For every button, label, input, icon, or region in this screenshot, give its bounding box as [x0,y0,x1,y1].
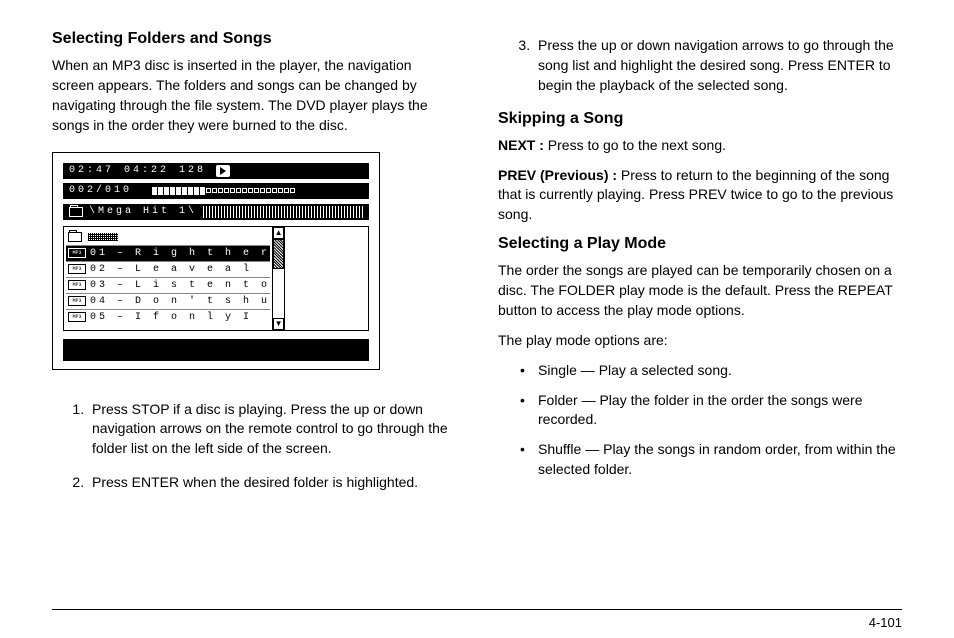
mp3-nav-screenshot: 02:47 04:22 128 002/010 \Mega Hit 1\ [52,152,380,370]
bitrate: 128 [179,165,206,176]
mp3-badge-icon: MP3 [68,280,86,290]
next-label: NEXT : [498,137,544,153]
song-text: 02 – L e a v e a l [90,264,252,275]
heading-play-mode: Selecting a Play Mode [498,235,902,253]
right-column: Press the up or down navigation arrows t… [498,30,902,507]
song-row: MP3 03 – L i s t e n t o [66,277,270,293]
song-text: 05 – I f o n l y I [90,312,252,323]
mp3-badge-icon: MP3 [68,264,86,274]
step-2: Press ENTER when the desired folder is h… [88,473,456,493]
play-icon [216,165,230,177]
folder-path-text: \Mega Hit 1\ [89,206,197,217]
path-hatch [203,206,363,218]
status-row-2: 002/010 [63,183,369,199]
step-3: Press the up or down navigation arrows t… [534,36,902,96]
folder-icon [69,207,83,217]
status-row-1: 02:47 04:22 128 [63,163,369,179]
song-text: 04 – D o n ' t s h u [90,296,270,307]
song-row: MP3 05 – I f o n l y I [66,309,270,325]
prev-paragraph: PREV (Previous) : Press to return to the… [498,166,902,226]
next-paragraph: NEXT : Press to go to the next song. [498,136,902,156]
song-text: 01 – R i g h t h e r [90,248,270,259]
song-row: MP3 01 – R i g h t h e r [66,245,270,261]
song-row: MP3 02 – L e a v e a l [66,261,270,277]
next-text: Press to go to the next song. [544,137,726,153]
mode-single: Single — Play a selected song. [516,361,902,381]
steps-list-right: Press the up or down navigation arrows t… [534,36,902,96]
mode-folder: Folder — Play the folder in the order th… [516,391,902,431]
footer-rule [52,609,902,610]
file-listing: MP3 01 – R i g h t h e r MP3 02 – L e a v e… [63,226,369,331]
scroll-track [273,239,284,318]
left-column: Selecting Folders and Songs When an MP3 … [52,30,456,507]
list-scrollbar: ▲ ▼ [272,227,284,330]
scroll-up-icon: ▲ [273,227,284,239]
scroll-down-icon: ▼ [273,318,284,330]
time-total: 04:22 [124,165,169,176]
time-elapsed: 02:47 [69,165,114,176]
mp3-badge-icon: MP3 [68,296,86,306]
level-meter [152,187,295,195]
folder-path-row: \Mega Hit 1\ [63,204,369,220]
heading-selecting-folders: Selecting Folders and Songs [52,30,456,48]
play-mode-lead: The play mode options are: [498,331,902,351]
mode-shuffle: Shuffle — Play the songs in random order… [516,440,902,480]
mp3-badge-icon: MP3 [68,248,86,258]
song-text: 03 – L i s t e n t o [90,280,270,291]
up-dots [88,233,118,241]
page-number: 4-101 [869,615,902,630]
mp3-badge-icon: MP3 [68,312,86,322]
song-row: MP3 04 – D o n ' t s h u [66,293,270,309]
play-mode-options: Single — Play a selected song. Folder — … [516,361,902,480]
detail-panel [284,227,368,330]
up-folder-icon [68,232,82,242]
bottom-bar [63,339,369,361]
prev-label: PREV (Previous) : [498,167,617,183]
song-list: MP3 01 – R i g h t h e r MP3 02 – L e a v e… [64,227,272,330]
step-1: Press STOP if a disc is playing. Press t… [88,400,456,460]
parent-folder-row [66,229,270,245]
intro-paragraph: When an MP3 disc is inserted in the play… [52,56,456,136]
heading-skipping-song: Skipping a Song [498,110,902,128]
track-counter: 002/010 [69,185,132,196]
steps-list-left: Press STOP if a disc is playing. Press t… [88,400,456,494]
play-mode-intro: The order the songs are played can be te… [498,261,902,321]
scroll-thumb [273,239,284,269]
